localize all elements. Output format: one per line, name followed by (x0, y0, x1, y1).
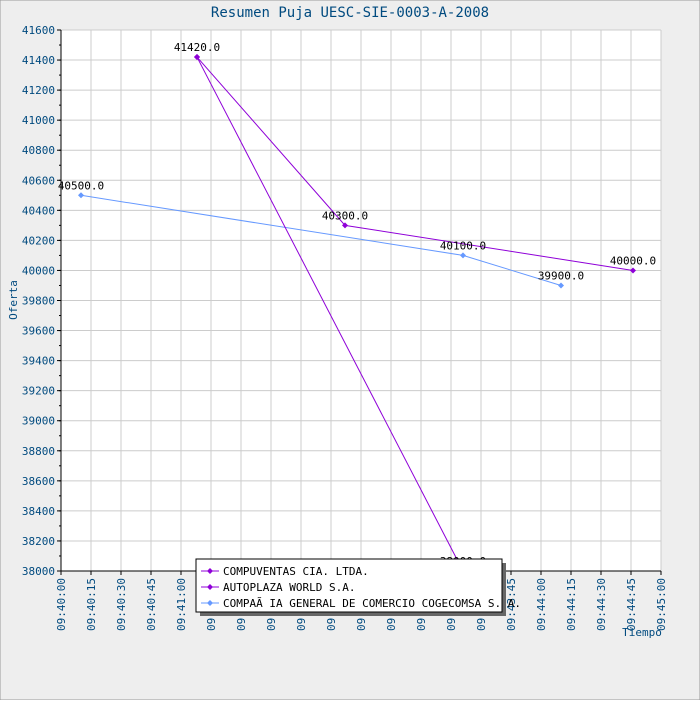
x-tick-label: 09:41:00 (175, 578, 188, 631)
legend-label: AUTOPLAZA WORLD S.A. (223, 581, 355, 594)
y-tick-label: 38400 (22, 505, 55, 518)
data-point-marker (342, 222, 348, 229)
x-tick-label: 09:44:45 (625, 578, 638, 631)
y-tick-label: 41000 (22, 114, 55, 127)
data-label: 40300.0 (322, 209, 368, 222)
y-tick-label: 40000 (22, 264, 55, 277)
y-tick-label: 41200 (22, 84, 55, 97)
x-tick-label: 09:40:00 (55, 578, 68, 631)
x-tick-label: 09:45:00 (655, 578, 668, 631)
legend-label: COMPUVENTAS CIA. LTDA. (223, 565, 369, 578)
y-tick-label: 38000 (22, 565, 55, 578)
data-point-marker (558, 282, 564, 289)
series-layer (78, 54, 636, 574)
y-tick-label: 39600 (22, 325, 55, 338)
y-tick-label: 38800 (22, 445, 55, 458)
x-tick-label: 09:40:45 (145, 578, 158, 631)
x-tick-label: 09:40:15 (85, 578, 98, 631)
legend-marker (207, 584, 213, 590)
legend-box (195, 558, 503, 613)
legend-label: COMPAÃ IA GENERAL DE COMERCIO COGECOMSA … (223, 597, 521, 610)
x-tick-label: 09:43:45 (505, 578, 518, 631)
legend: COMPUVENTAS CIA. LTDA. AUTOPLAZA WORLD S.… (195, 558, 521, 616)
x-tick-label: 09:44:15 (565, 578, 578, 631)
data-label: 40000.0 (610, 254, 656, 267)
x-tick-label: 09:40:30 (115, 578, 128, 631)
data-point-marker (460, 252, 466, 259)
x-tick-label: 09:44:30 (595, 578, 608, 631)
y-tick-label: 41600 (22, 24, 55, 37)
data-point-marker (78, 192, 84, 199)
y-tick-label: 39000 (22, 415, 55, 428)
y-tick-label: 38600 (22, 475, 55, 488)
y-tick-label: 40200 (22, 234, 55, 247)
y-tick-label: 40600 (22, 174, 55, 187)
data-label: 40500.0 (58, 179, 104, 192)
legend-marker (207, 568, 213, 574)
x-tick-label: 09:44:00 (535, 578, 548, 631)
data-label: 40100.0 (440, 239, 486, 252)
data-point-marker (194, 54, 200, 61)
y-tick-label: 39200 (22, 385, 55, 398)
y-tick-label: 39800 (22, 295, 55, 308)
y-tick-label: 40400 (22, 204, 55, 217)
data-label: 41420.0 (174, 41, 220, 54)
y-tick-label: 40800 (22, 144, 55, 157)
y-tick-label: 41400 (22, 54, 55, 67)
y-axis-title: Oferta (7, 280, 20, 320)
data-point-marker (630, 267, 636, 274)
x-axis-title: Tiempo (622, 626, 662, 639)
legend-marker (207, 600, 213, 606)
grid-layer (60, 29, 662, 572)
chart-title: Resumen Puja UESC-SIE-0003-A-2008 (211, 5, 489, 21)
data-label: 39900.0 (538, 269, 584, 282)
y-tick-label: 38200 (22, 535, 55, 548)
y-tick-label: 39400 (22, 355, 55, 368)
series-line (196, 56, 464, 572)
